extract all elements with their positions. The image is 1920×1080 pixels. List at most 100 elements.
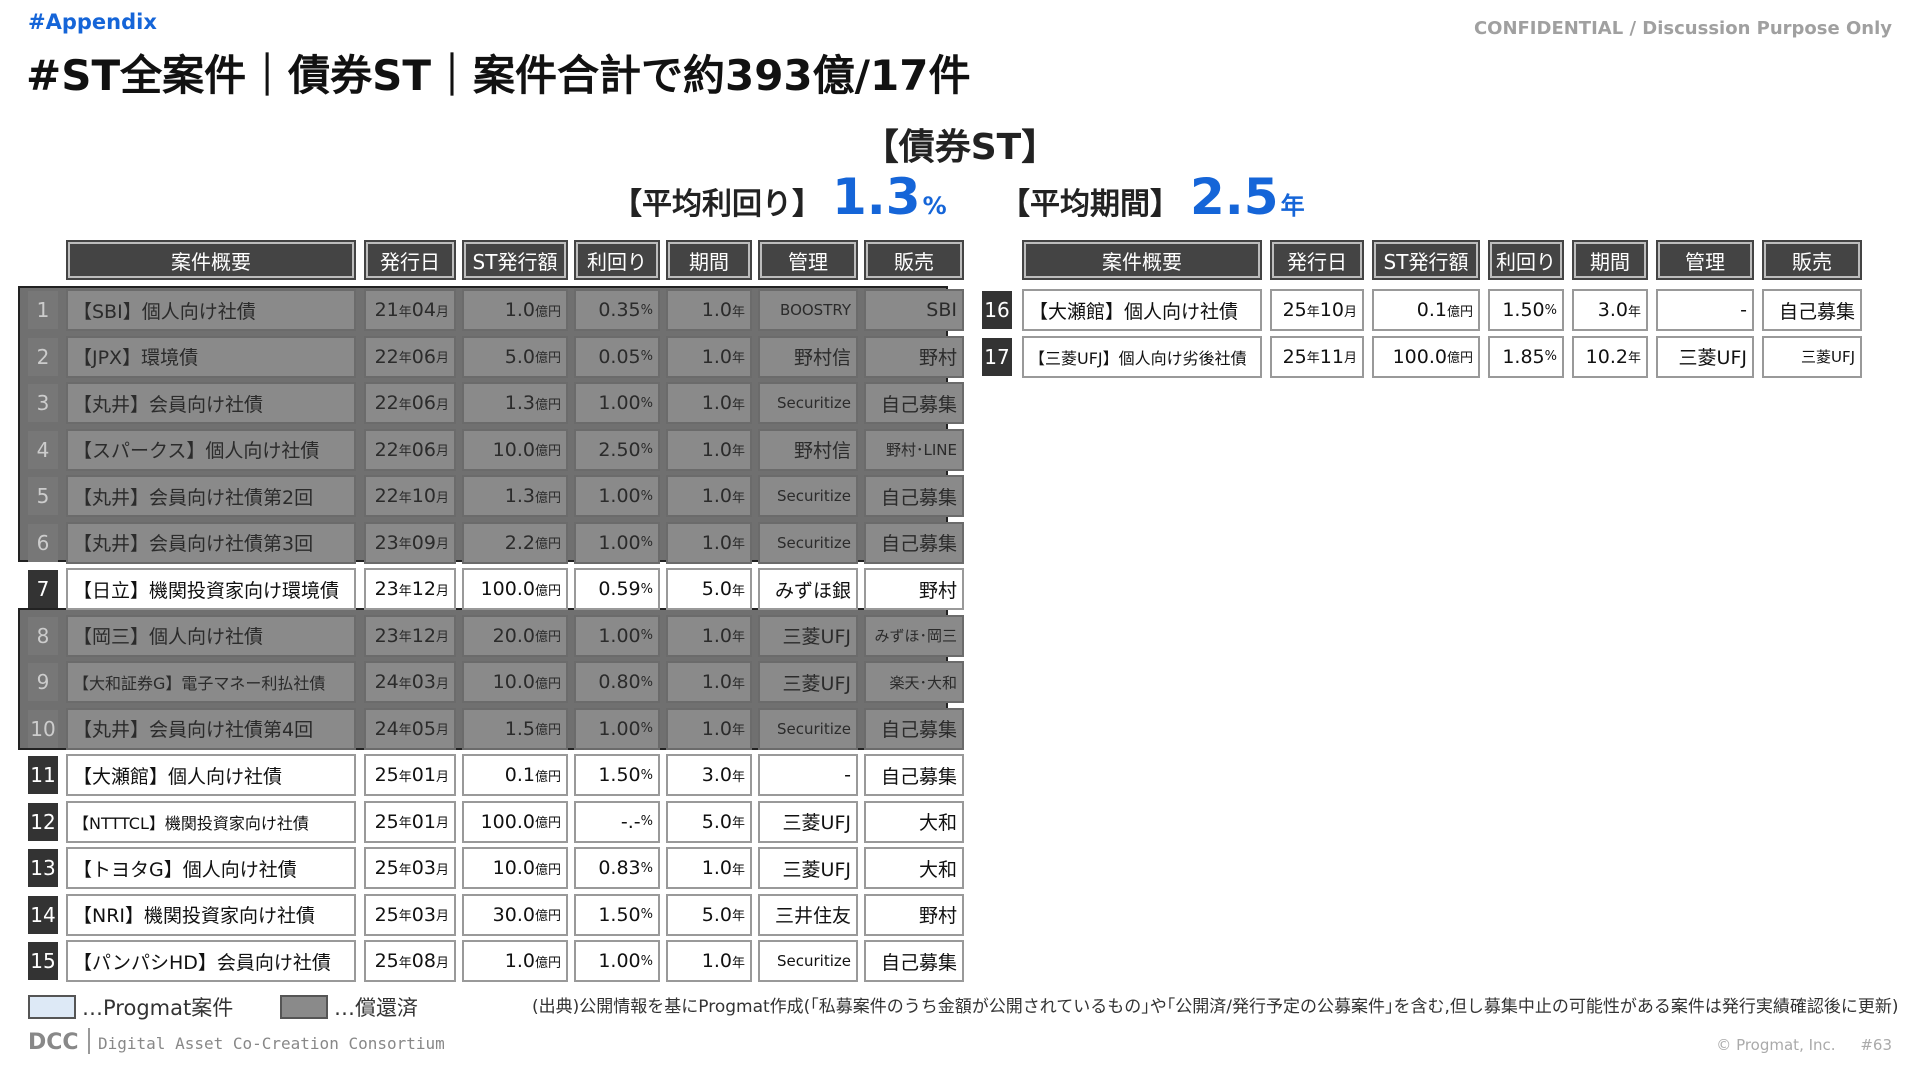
year-unit: 年 bbox=[731, 351, 745, 366]
oku-unit: 億円 bbox=[534, 444, 561, 459]
amount-cell: 1.3 億円 bbox=[462, 475, 568, 517]
average-yield-stat: 【平均利回り】 1.3 % bbox=[612, 168, 947, 226]
oku-unit: 億円 bbox=[1446, 304, 1473, 320]
table-row: 6 【丸井】会員向け社債第3回 23 年 09 月 2.2 億円 1.00% 1.0 年 Securi… bbox=[28, 519, 964, 565]
average-period-unit: 年 bbox=[1280, 192, 1305, 220]
oku-unit: 億円 bbox=[534, 676, 561, 692]
case-name-cell: 【大瀬館】個人向け社債 bbox=[1022, 289, 1262, 331]
issue-date-cell: 23 年 12 月 bbox=[364, 614, 456, 657]
manager-cell: 三菱UFJ bbox=[758, 800, 858, 843]
amount-cell: 10.0 億円 bbox=[462, 847, 568, 889]
issue-date-cell: 25 年 01 月 bbox=[364, 754, 456, 796]
header-period: 期間 bbox=[666, 240, 752, 280]
amount-cell: 0.1 億円 bbox=[462, 754, 568, 796]
percent-unit: % bbox=[640, 581, 653, 597]
year-unit: 年 bbox=[731, 583, 745, 599]
header-issue-date: 発行日 bbox=[1270, 240, 1364, 280]
period-cell: 1.0 年 bbox=[666, 428, 752, 471]
oku-unit: 億円 bbox=[534, 351, 561, 366]
period-cell: 10.2 年 bbox=[1572, 335, 1648, 378]
manager-cell: - bbox=[1656, 289, 1754, 331]
manager-cell: 三井住友 bbox=[758, 893, 858, 936]
manager-cell: 野村信 bbox=[758, 428, 858, 471]
percent-unit: % bbox=[640, 442, 653, 457]
month-unit: 月 bbox=[435, 862, 449, 878]
year-unit: 年 bbox=[398, 630, 412, 645]
progmat-legend-label: …Progmat案件 bbox=[82, 996, 234, 1020]
year-unit: 年 bbox=[731, 955, 745, 971]
oku-unit: 億円 bbox=[534, 537, 561, 552]
seller-cell: みずほ･岡三 bbox=[864, 614, 964, 657]
seller-cell: 野村 bbox=[864, 335, 964, 378]
year-unit: 年 bbox=[398, 955, 412, 971]
yield-cell: -.-% bbox=[574, 800, 660, 843]
percent-unit: % bbox=[640, 767, 653, 783]
year-unit: 年 bbox=[398, 816, 412, 831]
period-cell: 3.0 年 bbox=[1572, 289, 1648, 331]
issue-date-cell: 25 年 08 月 bbox=[364, 940, 456, 982]
manager-cell: Securitize bbox=[758, 521, 858, 564]
year-unit: 年 bbox=[731, 630, 745, 645]
year-unit: 年 bbox=[398, 723, 412, 738]
percent-unit: % bbox=[640, 674, 653, 690]
issue-date-cell: 22 年 10 月 bbox=[364, 475, 456, 517]
seller-cell: 野村 bbox=[864, 893, 964, 936]
year-unit: 年 bbox=[731, 490, 745, 506]
period-cell: 3.0 年 bbox=[666, 754, 752, 796]
yield-cell: 2.50% bbox=[574, 428, 660, 471]
percent-unit: % bbox=[1544, 349, 1557, 364]
case-name-cell: 【NRI】機関投資家向け社債 bbox=[66, 893, 356, 936]
year-unit: 年 bbox=[1627, 304, 1641, 320]
seller-cell: 楽天･大和 bbox=[864, 661, 964, 703]
seller-cell: 自己募集 bbox=[864, 707, 964, 750]
yield-cell: 1.00% bbox=[574, 382, 660, 424]
month-unit: 月 bbox=[435, 816, 449, 831]
seller-cell: 自己募集 bbox=[1762, 289, 1862, 331]
issue-date-cell: 25 年 01 月 bbox=[364, 800, 456, 843]
yield-cell: 0.05% bbox=[574, 335, 660, 378]
manager-cell: 三菱UFJ bbox=[1656, 335, 1754, 378]
table-row: 10 【丸井】会員向け社債第4回 24 年 05 月 1.5 億円 1.00% 1.0 年 Secur… bbox=[28, 705, 964, 751]
copyright: © Progmat, Inc. bbox=[1716, 1036, 1836, 1054]
table-row: 11 【大瀬館】個人向け社債 25 年 01 月 0.1 億円 1.50% 3.0 年 - 自己募集 bbox=[28, 751, 964, 797]
row-number: 4 bbox=[28, 430, 58, 469]
average-yield-unit: % bbox=[922, 192, 947, 220]
month-unit: 月 bbox=[435, 444, 449, 459]
manager-cell: 三菱UFJ bbox=[758, 847, 858, 889]
table-row: 3 【丸井】会員向け社債 22 年 06 月 1.3 億円 1.00% 1.0 年 Securitiz… bbox=[28, 379, 964, 425]
percent-unit: % bbox=[640, 814, 653, 829]
month-unit: 月 bbox=[435, 351, 449, 366]
amount-cell: 20.0 億円 bbox=[462, 614, 568, 657]
yield-cell: 0.59% bbox=[574, 568, 660, 610]
period-cell: 1.0 年 bbox=[666, 614, 752, 657]
period-cell: 1.0 年 bbox=[666, 475, 752, 517]
amount-cell: 2.2 億円 bbox=[462, 521, 568, 564]
year-unit: 年 bbox=[731, 304, 745, 320]
period-cell: 5.0 年 bbox=[666, 568, 752, 610]
percent-unit: % bbox=[640, 953, 653, 969]
average-period-value: 2.5 bbox=[1190, 168, 1279, 226]
yield-cell: 0.80% bbox=[574, 661, 660, 703]
year-unit: 年 bbox=[398, 583, 412, 599]
row-number: 14 bbox=[28, 895, 58, 934]
amount-cell: 30.0 億円 bbox=[462, 893, 568, 936]
year-unit: 年 bbox=[398, 397, 412, 413]
issue-date-cell: 22 年 06 月 bbox=[364, 428, 456, 471]
seller-cell: 三菱UFJ bbox=[1762, 335, 1862, 378]
case-name-cell: 【丸井】会員向け社債第4回 bbox=[66, 707, 356, 750]
header-amount: ST発行額 bbox=[462, 240, 568, 280]
consortium-name: Digital Asset Co-Creation Consortium bbox=[98, 1034, 445, 1053]
header-manager: 管理 bbox=[1656, 240, 1754, 280]
issue-date-cell: 25 年 03 月 bbox=[364, 893, 456, 936]
year-unit: 年 bbox=[1306, 304, 1320, 320]
year-unit: 年 bbox=[731, 537, 745, 552]
dcc-logo: DCC bbox=[28, 1030, 79, 1055]
amount-cell: 1.0 億円 bbox=[462, 940, 568, 982]
oku-unit: 億円 bbox=[534, 304, 561, 320]
oku-unit: 億円 bbox=[534, 583, 561, 599]
table-row: 9 【大和証券G】電子マネー利払社債 24 年 03 月 10.0 億円 0.80% 1.0 年三菱… bbox=[28, 658, 964, 704]
percent-unit: % bbox=[640, 488, 653, 504]
year-unit: 年 bbox=[731, 676, 745, 692]
year-unit: 年 bbox=[731, 816, 745, 831]
table-row: 8 【岡三】個人向け社債 23 年 12 月 20.0 億円 1.00% 1.0 年三菱UFJ みずほ… bbox=[28, 612, 964, 658]
